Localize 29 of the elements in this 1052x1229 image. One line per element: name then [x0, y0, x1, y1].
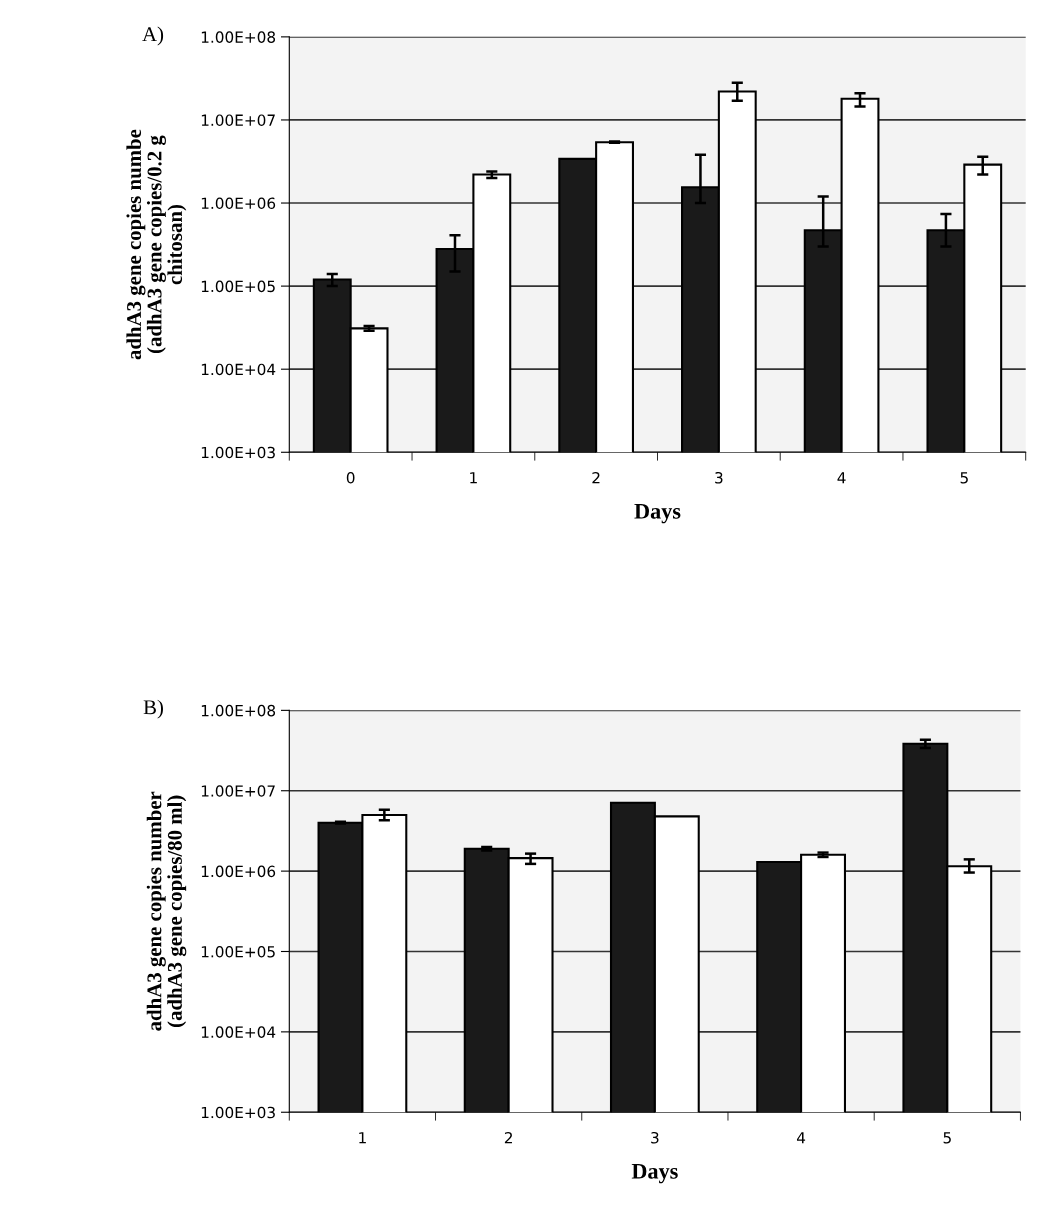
x-axis-title: Days: [634, 503, 681, 524]
x-tick-label: 2: [592, 471, 600, 484]
y-tick-label: 1.00E+05: [201, 280, 275, 293]
y-tick-label: 1.00E+06: [201, 197, 276, 210]
y-tick-label: 1.00E+07: [201, 785, 275, 797]
x-tick-label: 3: [651, 1131, 659, 1144]
y-tick-label: 1.00E+04: [201, 363, 276, 376]
y-tick-label: 1.00E+04: [201, 1026, 276, 1038]
x-axis-title: Days: [631, 1163, 678, 1184]
x-tick-label: 5: [943, 1132, 951, 1144]
chart-title: A): [142, 26, 164, 46]
x-tick-label: 3: [715, 471, 723, 484]
y-tick-label: 1.00E+08: [201, 704, 276, 717]
y-tick-label: 1.00E+03: [201, 1106, 275, 1119]
y-tick-label: 1.00E+03: [201, 446, 275, 459]
x-tick-label: 4: [837, 472, 846, 484]
x-tick-label: 1: [470, 472, 477, 484]
y-tick-label: 1.00E+07: [201, 114, 275, 126]
chart-title: B): [143, 699, 163, 719]
y-axis-title: adhA3 gene copies numbe (adhA3 gene copies/0.2 g chitosan): [126, 129, 187, 360]
x-tick-label: 5: [960, 472, 968, 484]
x-tick-label: 4: [796, 1132, 806, 1144]
x-tick-label: 2: [504, 1131, 512, 1144]
y-tick-label: 1.00E+08: [201, 31, 276, 43]
x-tick-label: 0: [346, 471, 355, 484]
x-tick-label: 1: [359, 1132, 366, 1144]
y-tick-label: 1.00E+05: [201, 945, 275, 958]
y-axis-title: adhA3 gene copies number (adhA3 gene copies/80 ml): [146, 791, 187, 1031]
y-tick-label: 1.00E+06: [201, 865, 276, 878]
